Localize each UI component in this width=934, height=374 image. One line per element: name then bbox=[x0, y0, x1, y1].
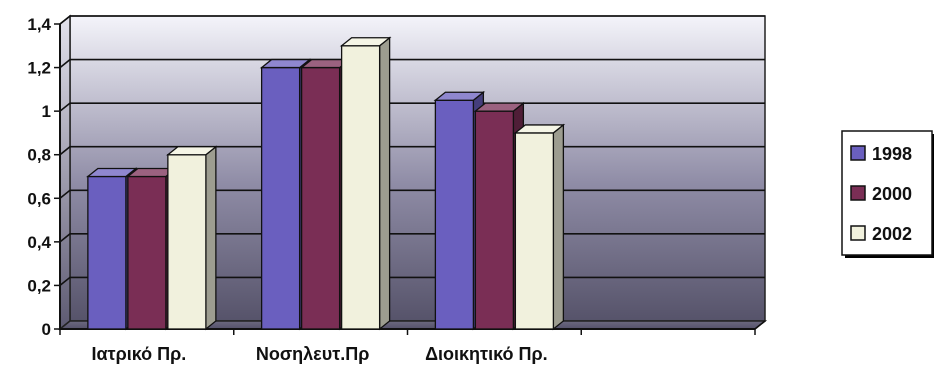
legend-label-2002: 2002 bbox=[872, 224, 912, 244]
bar-2002-0 bbox=[167, 154, 207, 330]
y-tick-label: 0,2 bbox=[27, 276, 51, 295]
legend-swatch-1998 bbox=[850, 145, 866, 161]
bar-side-2002-1 bbox=[378, 36, 391, 331]
legend-swatch-2002 bbox=[850, 225, 866, 241]
y-tick-label: 1,2 bbox=[27, 59, 51, 78]
gridline bbox=[59, 58, 765, 69]
y-tick-label: 1,4 bbox=[27, 15, 51, 34]
bar-top-1998-2 bbox=[433, 91, 486, 101]
bar-top-2002-2 bbox=[513, 124, 566, 134]
bar-side-2002-2 bbox=[552, 123, 565, 331]
bar-2000-1 bbox=[300, 66, 341, 330]
bar-1998-2 bbox=[434, 99, 475, 330]
bar-1998-0 bbox=[87, 175, 127, 330]
y-tick-label: 0,8 bbox=[27, 146, 51, 165]
y-tick-label: 0,4 bbox=[27, 233, 51, 252]
legend-swatch-2000 bbox=[850, 185, 866, 201]
y-tick-label: 0,6 bbox=[27, 189, 51, 208]
x-tick-label: Ιατρικό Πρ. bbox=[91, 344, 186, 364]
bar-top-2002-1 bbox=[339, 37, 392, 47]
legend-label-2000: 2000 bbox=[872, 184, 912, 204]
bar-top-2000-2 bbox=[473, 102, 526, 112]
bar-top-2002-0 bbox=[166, 146, 218, 156]
legend-label-1998: 1998 bbox=[872, 144, 912, 164]
y-tick-label: 0 bbox=[42, 320, 51, 339]
bar-side-2002-0 bbox=[205, 145, 217, 331]
bar-2002-2 bbox=[514, 132, 555, 330]
gridline bbox=[59, 102, 765, 112]
gridline bbox=[59, 15, 765, 25]
bar-top-1998-1 bbox=[259, 58, 312, 69]
bar-2000-2 bbox=[474, 110, 515, 330]
bar-top-1998-0 bbox=[86, 167, 138, 178]
x-tick-label: Διοικητικό Πρ. bbox=[425, 344, 548, 364]
bar-1998-1 bbox=[260, 66, 301, 330]
y-tick-label: 1 bbox=[42, 102, 51, 121]
bar-2000-0 bbox=[127, 175, 167, 330]
x-axis-end bbox=[754, 320, 766, 330]
bar-2002-1 bbox=[340, 45, 381, 330]
x-tick-label: Νοσηλευτ.Πρ bbox=[256, 344, 370, 364]
